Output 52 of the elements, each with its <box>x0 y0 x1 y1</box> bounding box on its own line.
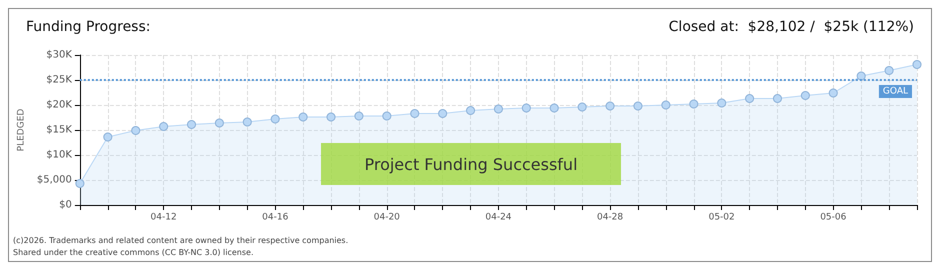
point <box>214 118 224 128</box>
chart-subtitle: Closed at: $28,102 / $25k (112%) <box>668 19 914 35</box>
point <box>578 102 587 112</box>
point <box>410 109 420 118</box>
point <box>522 104 531 112</box>
point <box>606 102 615 110</box>
point <box>159 122 168 131</box>
point <box>884 66 894 75</box>
banner: Project Funding Successful <box>321 143 621 185</box>
point <box>717 98 726 108</box>
point <box>354 112 364 120</box>
point <box>438 109 448 118</box>
point <box>745 94 754 103</box>
point <box>772 94 782 103</box>
y-tick-label: $5,000 <box>36 174 72 186</box>
point <box>75 179 84 188</box>
x-tick-label: 04-12 <box>150 212 177 222</box>
x-tick-label: 04-16 <box>262 212 289 222</box>
point <box>466 106 476 115</box>
point <box>912 60 922 69</box>
x-tick-label: 04-24 <box>485 212 512 222</box>
point <box>856 72 866 80</box>
point <box>382 112 392 120</box>
chart-title: Funding Progress: <box>26 19 150 35</box>
point <box>103 132 112 142</box>
point <box>633 102 642 110</box>
ref-line-label: GOAL <box>882 86 908 96</box>
y-tick-label: $10K <box>46 150 72 160</box>
y-tick-label: $0 <box>59 200 72 210</box>
y-tick-label: $15K <box>46 124 72 136</box>
x-tick-label: 04-28 <box>596 212 624 222</box>
point <box>689 100 698 108</box>
x-tick-label: 04-20 <box>374 212 400 222</box>
point <box>800 91 810 100</box>
x-tick-label: 05-02 <box>708 212 735 222</box>
y-tick-label: $20K <box>46 100 72 110</box>
point <box>242 118 252 126</box>
y-axis-title: PLEDGED <box>16 108 26 152</box>
y-tick-label: $25K <box>46 74 72 86</box>
x-tick-label: 05-06 <box>820 212 847 222</box>
point <box>494 104 503 114</box>
point <box>270 114 280 124</box>
point <box>187 120 196 129</box>
point <box>550 104 559 112</box>
point <box>131 126 140 135</box>
point <box>298 112 308 122</box>
point <box>828 88 838 98</box>
y-tick-label: $30K <box>46 50 72 60</box>
point <box>326 112 336 122</box>
text: (c)2026. Trademarks and related content are owned by their respective companies. <box>13 235 348 247</box>
text: Shared under the creative commons (CC BY-NC 3.0) license. <box>13 247 254 259</box>
point <box>661 100 670 110</box>
